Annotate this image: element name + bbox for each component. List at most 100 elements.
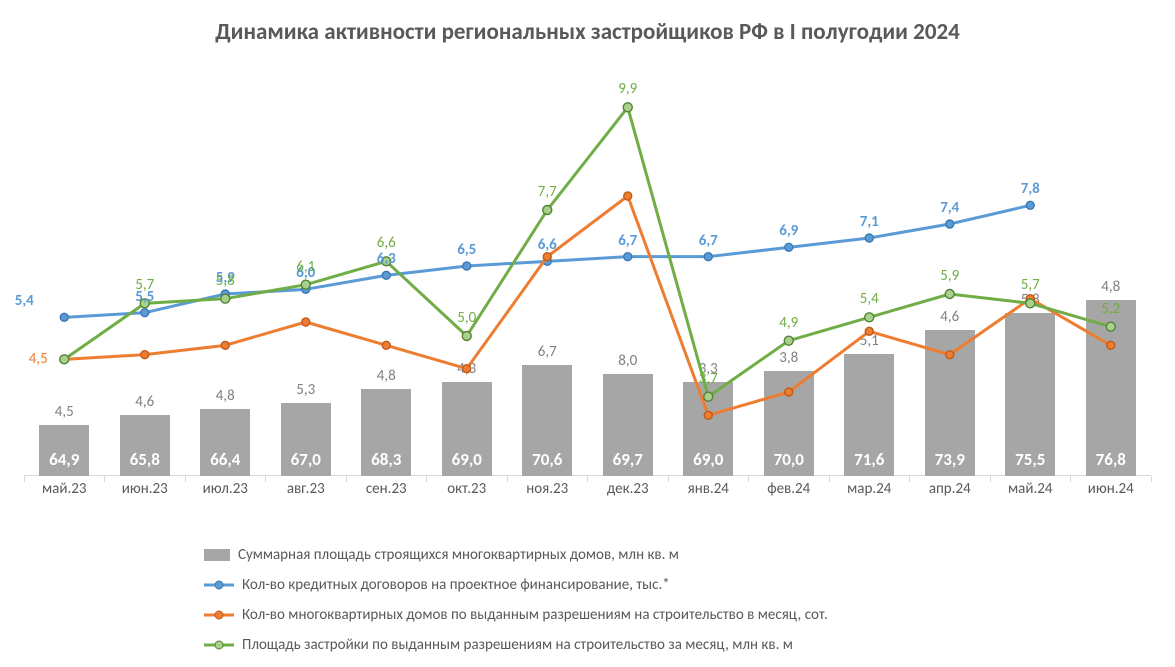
x-category-label: мар.24 — [829, 480, 910, 498]
series-value-label-permits_area: 7,7 — [538, 183, 557, 201]
x-category-label: ноя.23 — [507, 480, 588, 498]
x-category-label: июн.23 — [105, 480, 186, 498]
series-value-label-permits_area: 5,9 — [940, 267, 959, 285]
x-category-label: дек.23 — [588, 480, 669, 498]
bar-value-label: 64,9 — [39, 449, 89, 470]
series-value-label-permits_area: 6,1 — [296, 258, 315, 276]
bar: 73,94,6 — [925, 330, 975, 476]
series-value-label-credit: 7,1 — [860, 213, 879, 231]
bar-value-label: 69,7 — [603, 449, 653, 470]
bar-top-label: 4,6 — [925, 308, 975, 326]
legend-swatch-line — [204, 608, 234, 622]
bar-top-label: 8,0 — [603, 352, 653, 370]
bar-value-label: 69,0 — [442, 449, 492, 470]
legend-label: Кол-во многоквартирных домов по выданным… — [242, 606, 828, 624]
series-marker-permits_area — [945, 290, 954, 299]
plot-area: 64,94,565,84,666,44,867,05,368,34,869,04… — [24, 56, 1151, 476]
x-category-label: апр.24 — [910, 480, 991, 498]
bar: 65,84,6 — [120, 415, 170, 476]
bar-top-label: 4,3 — [442, 360, 492, 378]
x-category-label: фев.24 — [749, 480, 830, 498]
bar: 64,94,5 — [39, 425, 89, 476]
series-value-label-permits_area: 5,0 — [457, 309, 476, 327]
bar-value-label: 70,6 — [522, 449, 572, 470]
series-value-label-permits_count: 4,5 — [29, 350, 48, 368]
bar-value-label: 67,0 — [281, 449, 331, 470]
series-marker-permits_count — [382, 341, 390, 349]
bar: 68,34,8 — [361, 389, 411, 476]
series-value-label-credit: 6,5 — [457, 241, 476, 259]
series-marker-credit — [382, 271, 390, 279]
x-category-label: янв.24 — [668, 480, 749, 498]
series-marker-permits_count — [141, 351, 149, 359]
legend-item: Кол-во кредитных договоров на проектное … — [204, 570, 1151, 600]
x-category-label: окт.23 — [427, 480, 508, 498]
series-marker-credit — [141, 309, 149, 317]
series-value-label-permits_area: 5,8 — [216, 272, 235, 290]
bar-value-label: 66,4 — [200, 449, 250, 470]
bar-value-label: 65,8 — [120, 449, 170, 470]
bar-value-label: 75,5 — [1005, 449, 1055, 470]
series-marker-credit — [221, 290, 229, 298]
bar-top-label: 4,6 — [120, 393, 170, 411]
bar-value-label: 68,3 — [361, 449, 411, 470]
bar: 71,65,1 — [844, 354, 894, 476]
series-value-label-permits_area: 3,7 — [699, 370, 718, 388]
legend-label: Площадь застройки по выданным разрешения… — [242, 636, 793, 654]
series-marker-credit — [624, 253, 632, 261]
chart-title: Динамика активности региональных застрой… — [24, 18, 1151, 46]
series-marker-permits_count — [221, 341, 229, 349]
legend-item: Суммарная площадь строящихся многокварти… — [204, 540, 1151, 570]
legend-swatch-bar — [204, 549, 230, 561]
bar: 69,03,3 — [683, 382, 733, 477]
x-axis: май.23июн.23июл.23авг.23сен.23окт.23ноя.… — [24, 476, 1151, 500]
bar: 76,84,8 — [1086, 300, 1136, 476]
series-value-label-permits_area: 5,7 — [1021, 276, 1040, 294]
series-value-label-permits_area: 5,2 — [1101, 300, 1120, 318]
bar-top-label: 4,8 — [1086, 278, 1136, 296]
bar: 70,66,7 — [522, 365, 572, 476]
series-value-label-credit: 7,4 — [940, 199, 959, 217]
series-value-label-credit: 7,8 — [1021, 180, 1040, 198]
series-value-label-credit: 6,9 — [779, 222, 798, 240]
series-value-label-credit: 6,7 — [618, 232, 637, 250]
series-marker-permits_area — [60, 355, 69, 364]
series-marker-permits_area — [784, 336, 793, 345]
series-value-label-credit: 5,4 — [15, 292, 34, 310]
bar-top-label: 5,3 — [281, 381, 331, 399]
x-category-label: май.23 — [24, 480, 105, 498]
series-line-credit — [64, 205, 1030, 317]
series-marker-credit — [543, 257, 551, 265]
series-value-label-permits_area: 5,4 — [860, 290, 879, 308]
bar-value-label: 76,8 — [1086, 449, 1136, 470]
series-marker-permits_count — [624, 192, 632, 200]
series-marker-credit — [785, 243, 793, 251]
bar-value-label: 73,9 — [925, 449, 975, 470]
x-category-label: июл.23 — [185, 480, 266, 498]
series-marker-credit — [946, 220, 954, 228]
bar-value-label: 70,0 — [764, 449, 814, 470]
bar-top-label: 4,8 — [200, 387, 250, 405]
legend-item: Площадь застройки по выданным разрешения… — [204, 630, 1151, 660]
series-value-label-credit: 6,3 — [377, 250, 396, 268]
series-marker-credit — [302, 285, 310, 293]
series-marker-permits_area — [865, 313, 874, 322]
bar-top-label: 3,8 — [764, 349, 814, 367]
x-category-label: май.24 — [990, 480, 1071, 498]
series-value-label-permits_area: 5,7 — [135, 276, 154, 294]
series-marker-credit — [704, 253, 712, 261]
series-marker-permits_area — [543, 206, 552, 215]
x-category-label: сен.23 — [346, 480, 427, 498]
series-value-label-permits_area: 9,9 — [618, 80, 637, 98]
bar: 70,03,8 — [764, 371, 814, 476]
series-marker-credit — [865, 234, 873, 242]
legend-swatch-line — [204, 578, 234, 592]
legend: Суммарная площадь строящихся многокварти… — [204, 540, 1151, 660]
series-marker-permits_count — [60, 355, 68, 363]
bar: 67,05,3 — [281, 403, 331, 477]
bar-top-label: 4,8 — [361, 367, 411, 385]
series-value-label-permits_area: 6,6 — [377, 234, 396, 252]
bar: 69,04,3 — [442, 382, 492, 477]
bar-top-label: 4,5 — [39, 403, 89, 421]
series-marker-permits_area — [623, 103, 632, 112]
